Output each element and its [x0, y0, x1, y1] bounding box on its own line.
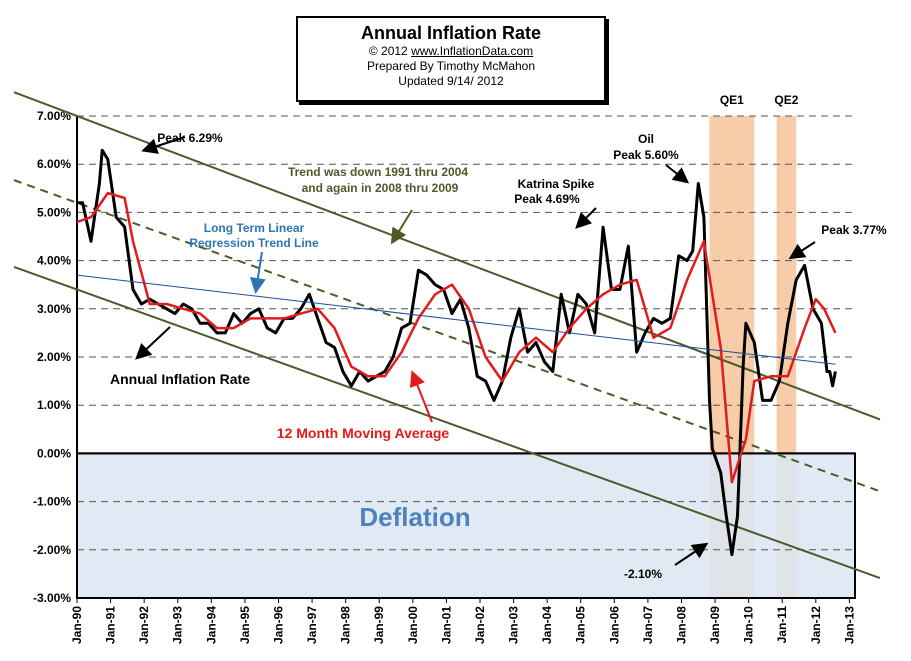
annotation-peak-1990: Peak 6.29%	[157, 131, 223, 145]
y-tick-label: 0.00%	[37, 446, 71, 460]
annotation-arrow	[674, 542, 709, 566]
y-tick-label: 1.00%	[37, 398, 71, 412]
annotation-oil-line2: Peak 5.60%	[613, 148, 679, 162]
x-tick-label: Jan-92	[137, 606, 151, 644]
deflation-zone	[76, 452, 856, 599]
y-tick-label: -1.00%	[33, 495, 71, 509]
y-tick-label: 4.00%	[37, 254, 71, 268]
annotation-arrow	[390, 209, 413, 245]
annotation-regression-line1: Long Term Linear	[204, 221, 305, 235]
x-tick-label: Jan-10	[742, 606, 756, 644]
y-tick-label: 5.00%	[37, 205, 71, 219]
x-tick-label: Jan-11	[775, 606, 789, 644]
x-tick-label: Jan-07	[641, 606, 655, 644]
x-tick-label: Jan-98	[339, 606, 353, 644]
y-tick-label: 3.00%	[37, 302, 71, 316]
x-tick-label: Jan-12	[809, 606, 823, 644]
annotation-trend-line2: and again in 2008 thru 2009	[302, 181, 459, 195]
chart-title: Annual Inflation Rate	[361, 23, 541, 43]
annotation-arrow	[575, 207, 597, 229]
x-tick-label: Jan-00	[406, 606, 420, 644]
x-tick-label: Jan-03	[507, 606, 521, 644]
annotation-katrina-line2: Peak 4.69%	[514, 192, 580, 206]
x-tick-label: Jan-09	[708, 606, 722, 644]
x-tick-label: Jan-04	[540, 606, 554, 644]
chart-updated: Updated 9/14/ 2012	[398, 74, 504, 88]
annotation-annual-label: Annual Inflation Rate	[110, 371, 250, 387]
x-tick-label: Jan-99	[372, 606, 386, 644]
x-tick-label: Jan-96	[271, 606, 285, 644]
annotation-oil-line1: Oil	[638, 132, 654, 146]
qe-band-label: QE1	[720, 93, 744, 107]
annotation-arrow	[665, 164, 690, 184]
x-tick-label: Jan-97	[305, 606, 319, 644]
x-tick-label: Jan-13	[842, 606, 856, 644]
chart-copyright-line: © 2012 www.InflationData.com	[298, 44, 604, 59]
y-tick-label: -3.00%	[33, 591, 71, 605]
x-tick-label: Jan-08	[674, 606, 688, 644]
deflation-label: Deflation	[359, 502, 470, 532]
annotation-arrow	[135, 326, 171, 360]
x-tick-label: Jan-91	[104, 606, 118, 644]
copyright-text: © 2012	[368, 44, 408, 58]
y-tick-label: 2.00%	[37, 350, 71, 364]
annotation-trend-line1: Trend was down 1991 thru 2004	[288, 165, 468, 179]
x-tick-label: Jan-05	[574, 606, 588, 644]
chart-title-box: Annual Inflation Rate © 2012 www.Inflati…	[296, 16, 606, 102]
x-tick-label: Jan-01	[439, 606, 453, 644]
annotation-katrina-line1: Katrina Spike	[518, 177, 595, 191]
regression-trend-line	[76, 274, 836, 365]
x-tick-label: Jan-02	[473, 606, 487, 644]
annual-inflation-line	[77, 148, 837, 557]
y-tick-label: -2.00%	[33, 543, 71, 557]
x-tick-label: Jan-93	[171, 606, 185, 644]
annotation-moving-avg-label: 12 Month Moving Average	[277, 425, 450, 441]
annotation-regression-line2: Regression Trend Line	[189, 236, 319, 250]
annotation-arrow	[249, 251, 266, 294]
x-tick-label: Jan-94	[204, 606, 218, 644]
site-link[interactable]: www.InflationData.com	[411, 44, 534, 58]
annotation-peak-2011: Peak 3.77%	[821, 223, 887, 237]
annotation-arrow	[141, 136, 186, 154]
x-tick-label: Jan-90	[70, 606, 84, 644]
y-tick-label: 7.00%	[37, 109, 71, 123]
x-tick-label: Jan-06	[607, 606, 621, 644]
annotation-arrow	[788, 241, 816, 260]
qe-band-label: QE2	[774, 93, 798, 107]
chart-prepared-by: Prepared By Timothy McMahon	[366, 59, 536, 73]
x-tick-label: Jan-95	[238, 606, 252, 644]
y-tick-label: 6.00%	[37, 157, 71, 171]
moving-average-line	[76, 191, 837, 484]
annotation-arrow	[409, 370, 433, 423]
annotation-trough-2009: -2.10%	[624, 567, 662, 581]
